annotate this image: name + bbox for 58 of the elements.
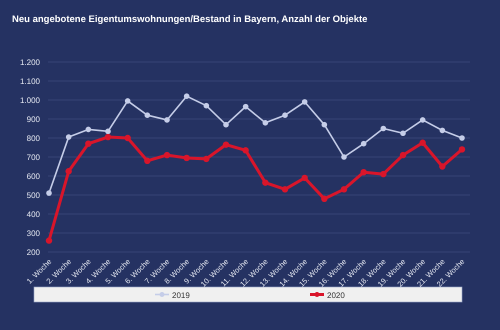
point (183, 154, 190, 162)
point (282, 186, 288, 192)
point (164, 117, 170, 123)
point (86, 126, 92, 132)
point (380, 126, 386, 132)
point (439, 163, 446, 170)
point (203, 156, 210, 162)
legend-label: 2020 (327, 291, 346, 300)
point (242, 104, 248, 110)
y-tick-label: 900 (26, 115, 41, 124)
point (164, 152, 170, 158)
point (302, 99, 308, 105)
point (144, 158, 151, 164)
chart-title: Neu angebotene Eigentumswohnungen/Bestand in Bayern, Anzahl der Objekte (12, 14, 368, 25)
point (223, 122, 229, 128)
point (321, 196, 328, 202)
legend-label: 2019 (172, 291, 190, 300)
point (46, 190, 52, 196)
point (380, 170, 387, 178)
y-tick-label: 200 (26, 248, 41, 257)
point (184, 93, 190, 99)
point (204, 102, 210, 108)
point (65, 168, 72, 174)
point (262, 120, 268, 126)
point (400, 130, 406, 136)
point (420, 117, 426, 123)
point (459, 135, 465, 141)
point (144, 112, 150, 118)
point (360, 169, 367, 176)
point (242, 147, 249, 154)
point (124, 98, 130, 104)
point (340, 186, 348, 192)
point (360, 140, 366, 146)
point (400, 152, 406, 158)
y-tick-label: 800 (26, 134, 41, 143)
y-tick-label: 600 (26, 172, 41, 181)
point (282, 112, 288, 118)
y-tick-label: 1.100 (20, 77, 41, 86)
y-tick-label: 400 (26, 210, 41, 219)
point (341, 154, 347, 160)
point (419, 140, 426, 146)
point (85, 140, 92, 147)
point (105, 128, 111, 134)
point (104, 134, 112, 140)
point (222, 141, 230, 148)
point (262, 179, 269, 186)
point (458, 146, 466, 153)
point (301, 174, 308, 182)
point (322, 122, 328, 128)
y-tick-label: 1.200 (20, 58, 41, 67)
point (46, 237, 52, 244)
y-tick-label: 1.000 (20, 96, 41, 105)
y-tick-label: 500 (26, 191, 41, 200)
point (440, 128, 446, 134)
point (124, 134, 131, 142)
y-tick-label: 300 (26, 229, 41, 238)
point (66, 134, 72, 140)
y-tick-label: 700 (26, 153, 41, 162)
